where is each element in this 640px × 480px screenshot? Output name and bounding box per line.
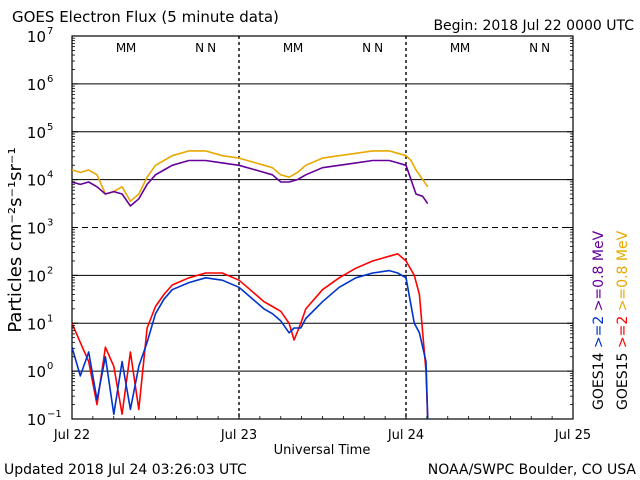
noon-marker-g15: N — [207, 41, 216, 55]
y-tick-exponent: 1 — [47, 313, 53, 324]
midnight-marker-g15: M — [126, 41, 136, 55]
noon-marker-g14: N — [195, 41, 204, 55]
y-tick-exponent: 4 — [47, 170, 53, 181]
noon-marker-g15: N — [374, 41, 383, 55]
midnight-marker-g14: M — [450, 41, 460, 55]
y-tick-label: 10 — [27, 76, 46, 94]
legend-unit: MeV — [591, 230, 607, 261]
series-line — [71, 150, 429, 202]
legend-low-energy: >=2 — [591, 316, 607, 348]
legend-high-energy: >=0.8 — [615, 266, 631, 312]
chart-title: GOES Electron Flux (5 minute data) — [12, 8, 279, 26]
y-tick-exponent: 0 — [47, 361, 53, 372]
series-lines — [71, 150, 429, 420]
legend-unit: MeV — [615, 230, 631, 261]
y-tick-exponent: −1 — [47, 409, 62, 420]
noon-marker-g15: N — [541, 41, 550, 55]
x-tick-label: Jul 25 — [554, 428, 591, 443]
y-tick-label: 10 — [27, 124, 46, 142]
legend-satellite: GOES15 — [615, 353, 631, 410]
legend-high-energy: >=0.8 — [591, 266, 607, 312]
y-tick-exponent: 3 — [47, 218, 53, 229]
noon-marker-g14: N — [362, 41, 371, 55]
y-tick-exponent: 6 — [47, 74, 53, 85]
credit-label: NOAA/SWPC Boulder, CO USA — [428, 462, 637, 478]
y-tick-exponent: 7 — [47, 26, 53, 37]
x-tick-label: Jul 22 — [53, 428, 90, 443]
series-line — [71, 253, 429, 420]
begin-label: Begin: 2018 Jul 22 0000 UTC — [433, 18, 634, 34]
legend-satellite: GOES14 — [591, 352, 607, 410]
y-tick-label: 10 — [27, 411, 46, 429]
grid-lines — [72, 83, 573, 372]
legend-low-energy: >=2 — [615, 316, 631, 348]
y-tick-label: 10 — [27, 220, 46, 238]
y-tick-exponent: 2 — [47, 265, 53, 276]
series-line — [71, 159, 429, 207]
y-tick-label: 10 — [27, 315, 46, 333]
y-axis-label: Particles cm⁻²s⁻¹sr⁻¹ — [5, 147, 26, 332]
y-tick-label: 10 — [27, 363, 46, 381]
series-line — [71, 269, 429, 420]
legend-text: GOES15 >=2 >=0.8 MeV — [615, 230, 631, 410]
x-axis-ticks: Jul 22 Jul 23 Jul 24 Jul 25 — [53, 413, 591, 443]
x-tick-label: Jul 23 — [220, 428, 257, 443]
y-tick-label: 10 — [27, 28, 46, 46]
midnight-marker-g15: M — [460, 41, 470, 55]
x-tick-label: Jul 24 — [387, 428, 424, 443]
noon-marker-g14: N — [529, 41, 538, 55]
updated-label: Updated 2018 Jul 24 03:26:03 UTC — [4, 462, 247, 478]
legend-column: GOES15 >=2 >=0.8 MeV — [615, 230, 631, 410]
y-tick-label: 10 — [27, 267, 46, 285]
legend-text: GOES14 >=2 >=0.8 MeV — [591, 230, 607, 410]
y-tick-exponent: 5 — [47, 122, 53, 133]
legend-column: GOES14 >=2 >=0.8 MeV — [591, 230, 607, 410]
x-axis-label: Universal Time — [274, 443, 371, 458]
mn-markers: M M M M M MN N N N N N — [116, 41, 550, 55]
midnight-marker-g14: M — [283, 41, 293, 55]
y-tick-label: 10 — [27, 172, 46, 190]
midnight-marker-g15: M — [293, 41, 303, 55]
midnight-marker-g14: M — [116, 41, 126, 55]
day-separators — [238, 36, 407, 419]
